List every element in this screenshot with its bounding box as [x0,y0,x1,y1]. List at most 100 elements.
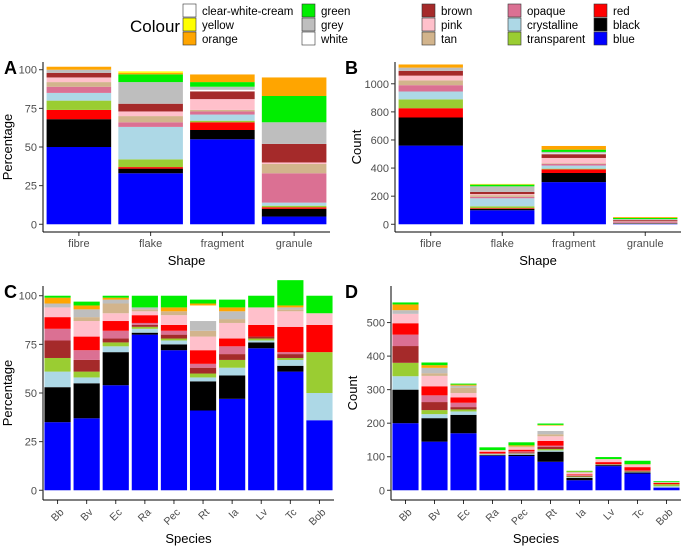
bar-segment-D-Tc-black [624,472,651,474]
legend-label-crystalline: crystalline [527,20,578,32]
x-tick-label-D-Ia: Ia [574,506,589,521]
bar-segment-B-fragment-tan [541,163,606,164]
bar-segment-C-Bv-tan [73,317,100,322]
bar-segment-D-Ia-brown [566,475,593,477]
bar-segment-D-Tc-green [624,460,651,465]
bar-segment-C-Ra-tan [131,309,158,312]
bar-segment-A-granule-opaque [261,173,327,203]
legend-label-black: black [613,20,640,32]
bar-segment-D-Bb-opaque [392,334,419,347]
bar-segment-D-Rt-orange [537,424,564,426]
bar-segment-C-Ra-pink [131,311,158,316]
bar-segment-D-Ec-pink [450,393,477,398]
bar-segment-A-flake-green [118,74,183,83]
bar-segment-D-Ec-orange [450,384,477,386]
bar-segment-C-Bob-blue [306,420,333,491]
legend-item-transparent: transparent [507,31,586,46]
bar-segment-C-Ra-green [131,295,158,308]
bar-segment-B-granule-opaque [613,221,678,223]
bar-segment-C-Rt-crystalline [189,377,217,382]
bar-segment-A-fibre-blue [46,147,112,225]
legend-label-white: white [320,34,348,46]
legend-swatch-crystalline [507,17,522,32]
bar-segment-A-granule-tan [261,164,327,174]
legend-item-red: red [593,3,630,18]
legend-label-brown: brown [441,6,472,18]
bar-segment-C-Bb-transparent [44,357,71,372]
bar-segment-B-fragment-white [541,153,606,155]
bar-segment-D-Bob-pink [653,482,680,483]
bar-segment-D-Bb-grey [392,310,419,314]
bar-segment-C-Ec-grey [102,299,129,304]
panel-label-B: B [345,58,358,78]
bar-segment-D-Bob-crystalline [653,486,680,488]
bar-segment-D-Bv-red [421,386,448,396]
y-tick-label-B-200: 200 [371,191,389,203]
bar-segment-A-fibre-black [46,119,112,147]
bar-segment-C-Bob-pink [306,313,333,325]
bar-segment-D-Bb-brown [392,346,419,363]
bar-segment-C-Ec-red2 [102,321,129,331]
bar-segment-D-Ia-blue [566,480,593,491]
bar-segment-D-Rt-red [537,440,564,446]
bar-segment-A-granule-orange [261,77,327,96]
y-tick-label-D-100: 100 [367,452,385,464]
bar-segment-D-Pec-green [508,442,535,446]
legend-swatch-green [301,3,316,18]
bar-segment-D-Bb-red [392,323,419,335]
bar-segment-D-Ec-green [450,383,477,385]
y-tick-label-B-400: 400 [371,163,389,175]
legend-swatch-red [593,3,608,18]
bar-segment-D-Lv-black [595,465,622,467]
bar-segment-B-fibre-opaque [398,85,463,92]
bar-segment-D-Bv-black [421,418,448,442]
bar-segment-A-flake-transparent [118,159,183,168]
legend-label-orange: orange [202,34,238,46]
bar-segment-C-Rt-white [189,305,217,322]
bar-segment-D-Bv-clear-white-cream [421,361,448,363]
bar-segment-D-Bv-opaque [421,395,448,403]
bar-segment-A-fragment-red [190,122,255,130]
bar-segment-A-flake-crystalline [118,126,183,160]
bar-segment-D-Rt-tan [537,434,564,437]
bar-segment-B-flake-crystalline [470,198,535,207]
bar-segment-C-Ec-transparent [102,342,129,347]
bar-segment-C-Bob-green [306,295,333,314]
y-tick-label-A-75: 75 [25,103,37,115]
x-axis-title-B: Shape [519,253,557,268]
bar-segment-A-fibre-tan [46,82,112,87]
bar-segment-A-fibre-brown [46,72,112,78]
x-tick-label-A-fragment: fragment [201,238,244,250]
bar-segment-D-Ra-pink [479,450,506,452]
legend-item-blue: blue [593,31,635,46]
bar-segment-B-granule-brown [613,220,678,221]
bar-segment-A-granule-blue [261,216,327,225]
bar-segment-B-flake-pink [470,194,535,196]
bar-segment-A-granule-grey [261,122,327,144]
bar-segment-C-Bv-crystalline [73,377,100,384]
bar-segment-B-fibre-pink [398,75,463,81]
bar-segment-D-Ia-pink [566,472,593,475]
legend-label-blue: blue [613,34,635,46]
bar-segment-A-fragment-crystalline [190,114,255,121]
y-tick-label-C-50: 50 [25,388,37,400]
bar-segment-C-Rt-green [189,299,217,304]
bar-segment-A-fragment-opaque [190,111,255,115]
legend: Colour clear-white-cream yellow orange gree… [130,3,640,46]
legend-label-pink: pink [441,20,462,32]
bar-segment-C-Bb-pink [44,307,71,318]
legend-label-tan: tan [441,34,457,46]
bar-segment-C-Pec-transparent [160,338,188,341]
y-tick-label-D-500: 500 [367,318,385,330]
legend-item-black: black [593,17,640,32]
legend-swatch-black [593,17,608,32]
bar-segment-B-fragment-crystalline [541,165,606,169]
panel-label-D: D [345,282,358,302]
bar-segment-C-Tc-pink [277,311,304,327]
bar-segment-C-Ec-black [102,352,129,386]
legend-swatch-clear-white-cream [182,3,197,18]
bar-segment-C-Rt-opaque [189,363,217,368]
bar-segment-B-fragment-green [541,149,606,152]
bar-segment-C-Pec-pink [160,315,188,325]
